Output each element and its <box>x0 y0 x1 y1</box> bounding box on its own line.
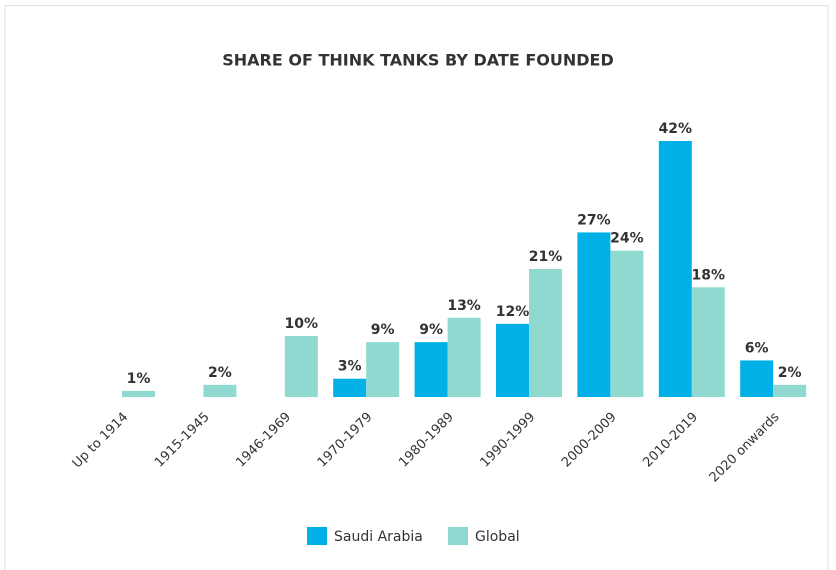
bar <box>577 232 611 397</box>
value-label: 9% <box>419 322 443 338</box>
bar <box>658 141 692 397</box>
x-tick-label: 1980-1989 <box>396 410 457 471</box>
bar <box>284 336 318 397</box>
x-tick-label: 1915-1945 <box>152 410 213 471</box>
value-label: 3% <box>338 359 362 375</box>
legend-label: Saudi Arabia <box>334 529 423 545</box>
bar <box>496 323 529 397</box>
chart-title: SHARE OF THINK TANKS BY DATE FOUNDED <box>222 51 614 70</box>
value-label: 10% <box>285 316 319 332</box>
value-label: 2% <box>778 365 802 381</box>
value-label: 9% <box>371 322 395 338</box>
bar <box>122 390 155 397</box>
value-label: 1% <box>127 371 151 387</box>
x-tick-label: 1946-1969 <box>233 410 294 471</box>
legend-swatch <box>307 527 327 545</box>
value-label: 6% <box>745 340 769 356</box>
value-label: 27% <box>577 212 611 228</box>
value-label: 2% <box>208 365 232 381</box>
value-label: 21% <box>529 249 563 265</box>
value-label: 42% <box>659 121 693 137</box>
value-label: 12% <box>496 304 530 320</box>
x-tick-label: 2020 onwards <box>707 410 783 486</box>
bar <box>203 384 237 397</box>
legend-label: Global <box>475 529 520 545</box>
bar <box>740 360 774 397</box>
bar <box>691 287 725 397</box>
value-label: 18% <box>692 267 726 283</box>
bar <box>529 269 562 397</box>
value-label: 13% <box>447 298 481 314</box>
x-tick-label: 2010-2019 <box>640 410 701 471</box>
bar <box>610 250 644 397</box>
x-tick-label: 2000-2009 <box>559 410 620 471</box>
x-tick-label: 1990-1999 <box>478 410 539 471</box>
legend-swatch <box>448 527 468 545</box>
x-tick-label: 1970-1979 <box>315 410 376 471</box>
bar <box>447 317 481 397</box>
bar <box>414 342 448 397</box>
bar <box>333 378 367 397</box>
bar <box>773 384 807 397</box>
x-tick-label: Up to 1914 <box>70 410 132 472</box>
value-label: 24% <box>610 231 644 247</box>
bar <box>366 342 400 397</box>
frame <box>4 5 829 570</box>
